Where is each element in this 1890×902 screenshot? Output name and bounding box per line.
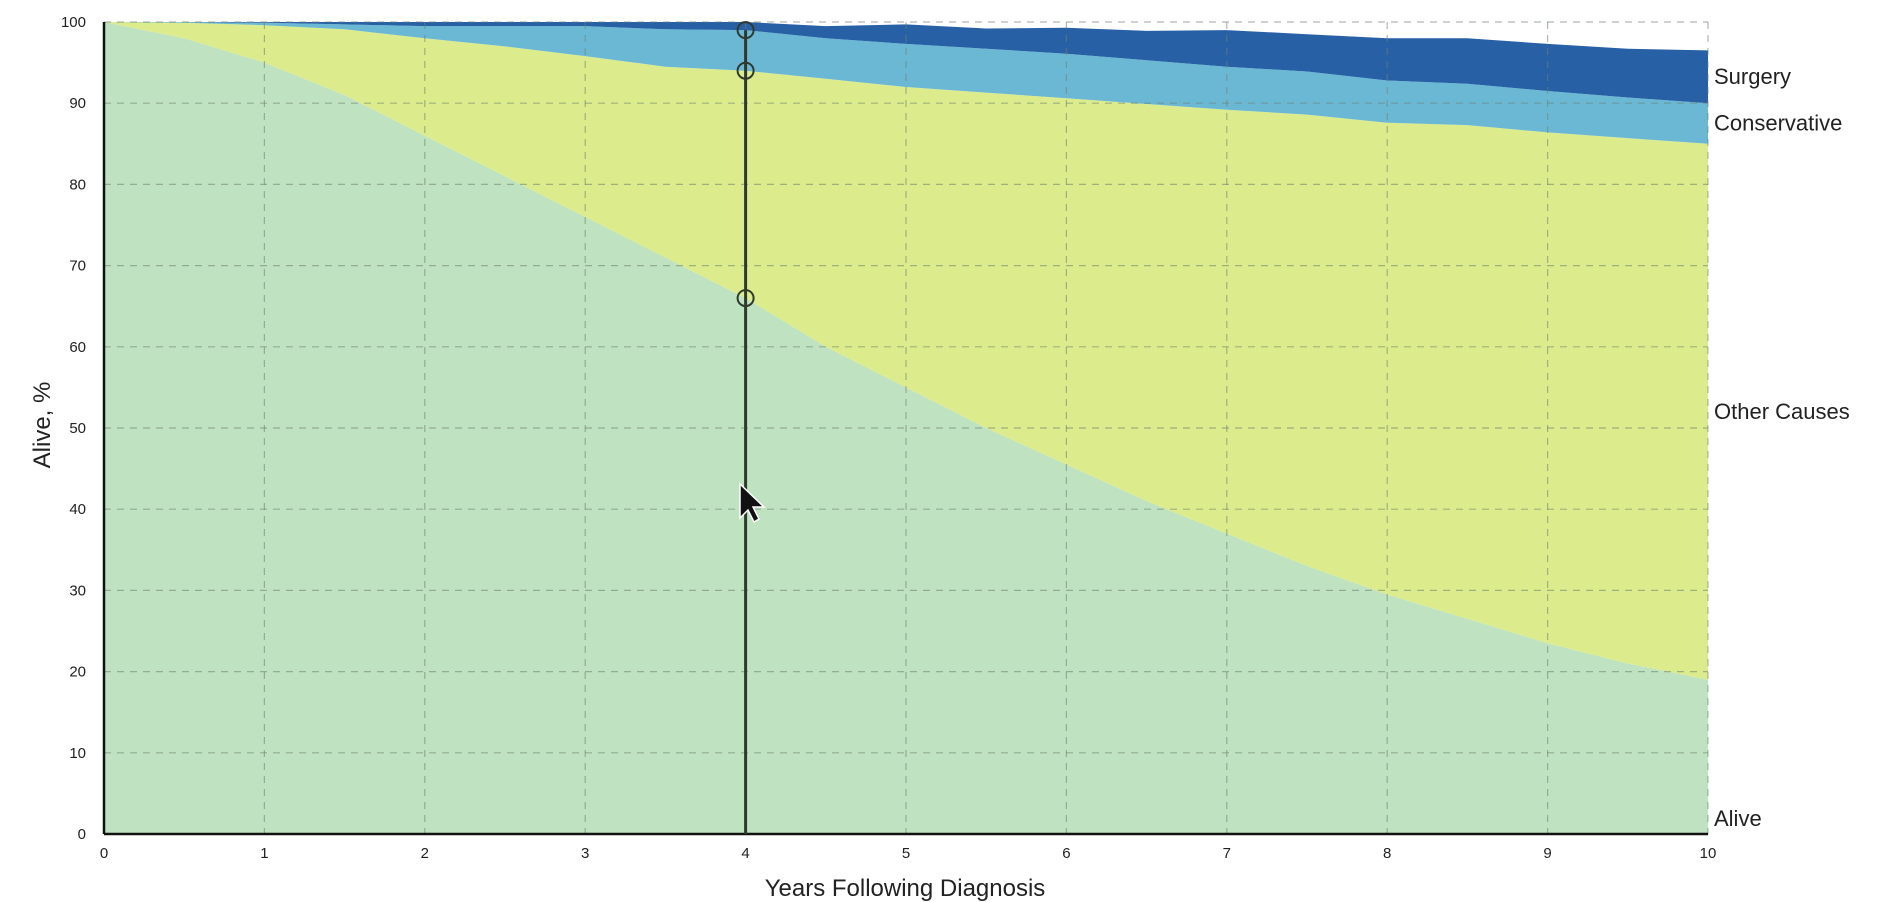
x-tick-label: 8 [1383,845,1391,862]
series-label-other-causes: Other Causes [1714,399,1850,424]
x-tick-labels: 0 1 2 3 4 5 6 7 8 9 10 [100,845,1717,862]
x-tick-label: 5 [902,845,910,862]
hover-cursor[interactable] [736,21,755,834]
area-conservative [104,22,1708,144]
x-tick-label: 0 [100,845,108,862]
y-tick-label: 50 [69,420,86,437]
series-label-alive: Alive [1714,806,1762,831]
series-labels: Alive Other Causes Conservative Surgery [1714,64,1850,831]
y-axis-title: Alive, % [29,382,56,469]
y-tick-label: 90 [69,95,86,112]
series-label-conservative: Conservative [1714,111,1842,136]
x-tick-label: 10 [1700,845,1717,862]
x-tick-label: 7 [1223,845,1231,862]
y-tick-label: 100 [61,14,86,31]
x-axis-title: Years Following Diagnosis [765,875,1046,902]
y-tick-label: 80 [69,176,86,193]
x-tick-label: 1 [260,845,268,862]
y-tick-label: 20 [69,664,86,681]
mouse-pointer-icon [739,482,766,524]
axes [102,22,1708,836]
y-tick-label: 60 [69,339,86,356]
cursor-marker [736,289,755,308]
grid-lines [104,21,1709,834]
y-tick-labels: 0 10 20 30 40 50 60 70 80 90 100 [61,14,86,843]
series-label-surgery: Surgery [1714,64,1791,89]
y-tick-label: 30 [69,582,86,599]
cursor-marker [736,61,755,80]
area-surgery [104,22,1708,104]
cursor-marker [736,21,755,40]
y-tick-label: 0 [78,826,86,843]
x-tick-label: 3 [581,845,589,862]
x-tick-label: 9 [1543,845,1551,862]
x-tick-label: 4 [741,845,749,862]
y-tick-label: 70 [69,258,86,275]
y-tick-label: 40 [69,501,86,518]
y-tick-label: 10 [69,745,86,762]
x-tick-label: 2 [421,845,429,862]
x-tick-label: 6 [1062,845,1070,862]
